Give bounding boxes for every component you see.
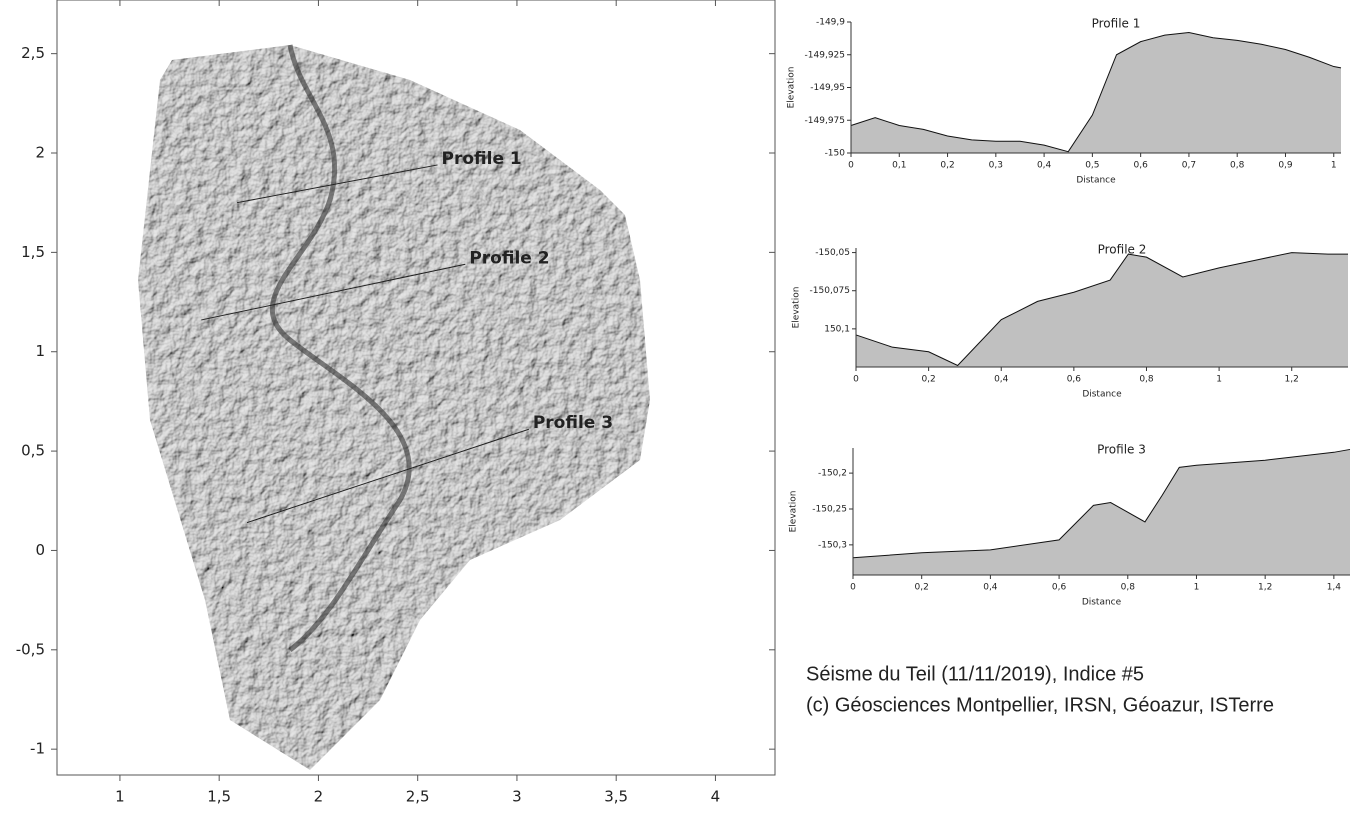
caption-line: (c) Géosciences Montpellier, IRSN, Géoaz…	[806, 694, 1274, 716]
x-tick-label: 0	[850, 583, 856, 593]
x-tick-label: 1	[1331, 161, 1337, 171]
x-tick-label: 0,2	[915, 583, 929, 593]
x-tick-label: 0,2	[940, 161, 954, 171]
x-tick-label: 0,8	[1121, 583, 1136, 593]
x-tick-label: 1	[1216, 375, 1222, 385]
x-tick-label: 1,2	[1285, 375, 1299, 385]
x-tick-label: 1	[1194, 583, 1200, 593]
chart-title: Profile 2	[1098, 243, 1147, 257]
profile-label: Profile 2	[469, 248, 549, 268]
caption-line: Séisme du Teil (11/11/2019), Indice #5	[806, 663, 1144, 685]
y-tick-label: -150,2	[818, 469, 847, 479]
x-tick-label: 0	[853, 375, 859, 385]
figure: Séisme du Teil (11/11/2019), Indice #5 (…	[0, 0, 1358, 813]
hillshade	[138, 45, 650, 770]
x-tick-label: 0,2	[921, 375, 935, 385]
x-tick-label: 2	[314, 788, 324, 806]
y-tick-label: 150,1	[824, 324, 850, 334]
y-axis-label: Elevation	[792, 287, 802, 329]
x-axis-label: Distance	[1082, 390, 1122, 400]
x-tick-label: 3,5	[604, 788, 628, 806]
x-tick-label: 0,1	[892, 161, 906, 171]
x-tick-label: 0,4	[994, 375, 1009, 385]
y-tick-label: -150	[825, 149, 846, 159]
y-tick-label: 1	[35, 342, 45, 360]
profile-label: Profile 1	[442, 149, 522, 169]
x-tick-label: 0,3	[989, 161, 1003, 171]
x-tick-label: 0	[848, 161, 854, 171]
profile-area	[851, 32, 1341, 153]
profile-area	[853, 449, 1350, 575]
x-tick-label: 1,2	[1258, 583, 1272, 593]
y-tick-label: 0	[35, 541, 45, 559]
x-tick-label: 0,9	[1278, 161, 1293, 171]
y-tick-label: -149,9	[816, 18, 845, 28]
x-tick-label: 2,5	[406, 788, 430, 806]
x-tick-label: 0,7	[1182, 161, 1196, 171]
x-tick-label: 0,5	[1085, 161, 1099, 171]
x-axis-label: Distance	[1082, 598, 1122, 608]
y-tick-label: 0,5	[21, 442, 45, 460]
x-axis-label: Distance	[1076, 176, 1116, 186]
x-tick-label: 0,8	[1230, 161, 1245, 171]
x-tick-label: 0,4	[983, 583, 998, 593]
y-tick-label: 1,5	[21, 243, 45, 261]
x-tick-label: 1,5	[207, 788, 231, 806]
x-tick-label: 0,4	[1037, 161, 1052, 171]
y-tick-label: -0,5	[16, 640, 45, 658]
y-tick-label: -149,975	[805, 116, 845, 126]
y-tick-label: -1	[30, 740, 45, 758]
x-tick-label: 1	[115, 788, 125, 806]
y-axis-label: Elevation	[789, 491, 799, 533]
profile-area	[856, 253, 1348, 367]
y-tick-label: -150,075	[810, 286, 850, 296]
y-tick-label: -149,925	[805, 50, 845, 60]
x-tick-label: 0,6	[1052, 583, 1067, 593]
y-tick-label: -149,95	[810, 83, 845, 93]
profile-label: Profile 3	[533, 413, 613, 433]
y-tick-label: -150,3	[818, 540, 847, 550]
x-tick-label: 0,6	[1067, 375, 1082, 385]
chart-title: Profile 1	[1092, 17, 1141, 31]
y-tick-label: 2,5	[21, 44, 45, 62]
chart-title: Profile 3	[1097, 443, 1146, 457]
y-tick-label: -150,05	[815, 248, 850, 258]
x-tick-label: 0,8	[1139, 375, 1154, 385]
y-axis-label: Elevation	[787, 67, 797, 109]
y-tick-label: -150,25	[812, 504, 847, 514]
x-tick-label: 4	[711, 788, 721, 806]
x-tick-label: 0,6	[1133, 161, 1148, 171]
y-tick-label: 2	[35, 144, 45, 162]
x-tick-label: 1,4	[1327, 583, 1342, 593]
x-tick-label: 3	[512, 788, 522, 806]
